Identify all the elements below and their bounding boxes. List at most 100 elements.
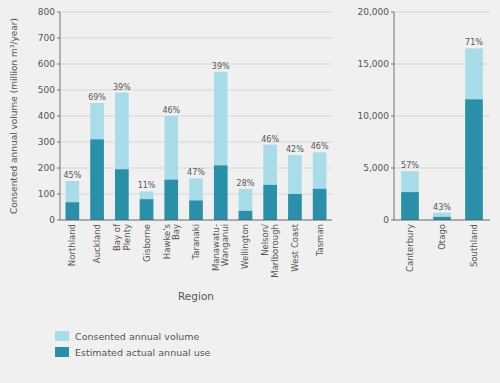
tick-mark [391,12,394,13]
bar [263,145,277,220]
bar-annotation: 28% [237,179,255,188]
bars [401,48,483,220]
tick-label: 0 [49,215,55,225]
tick-label: 500 [38,85,55,95]
bar-annotation: 39% [113,83,131,92]
bar [465,48,483,220]
bar [263,185,277,220]
category-label: Bay ofPlenty [112,223,131,251]
category-label-line: Southland [469,224,479,267]
bar [288,194,302,220]
category-label: Taranaki [191,224,201,261]
bar [189,178,203,220]
grid-line [394,12,490,13]
bar-annotation: 43% [433,203,451,212]
grid-line [60,220,332,221]
tick-label: 300 [38,137,55,147]
x-axis-label: Region [178,290,214,302]
bar [189,201,203,221]
legend-label: Estimated actual annual use [75,347,211,358]
bar [164,116,178,220]
tick-label: 5,000 [363,163,389,173]
category-label-line: Bay of [112,223,122,251]
bar [313,189,327,220]
bar-annotation: 42% [286,145,304,154]
category-label-line: Wanganui [220,224,230,266]
bar-annotation: 11% [138,181,156,190]
bar-annotation: 69% [88,93,106,102]
tick-label: 10,000 [358,111,390,121]
category-label-line: Bay [171,224,181,240]
bar [288,155,302,220]
category-label-line: Hawke's [162,223,172,259]
tick-mark [391,116,394,117]
bar [433,213,451,220]
tick-mark [57,142,60,143]
bar [465,99,483,220]
y-axis [60,12,61,220]
bar [433,217,451,220]
category-label-line: Plenty [122,224,132,250]
bar-annotation: 46% [311,142,329,151]
bar [140,199,154,220]
bar-annotation: 39% [212,62,230,71]
bar [90,103,104,220]
bar [239,189,253,220]
bar-annotation: 57% [401,161,419,170]
y-axis-label: Consented annual volume (million m³/year… [9,18,19,214]
category-label-line: Canterbury [405,224,415,272]
tick-mark [57,194,60,195]
bar-annotation: 45% [63,171,81,180]
bar [115,93,129,220]
category-label: West Coast [290,223,300,271]
category-label: Canterbury [405,224,415,272]
tick-mark [57,168,60,169]
category-label-line: Wellington [240,224,250,269]
subplot: 05,00010,00015,00020,00057%43%71%Canterb… [358,7,491,272]
tick-label: 200 [38,163,55,173]
bar [164,180,178,220]
bar [66,202,80,220]
tick-mark [57,220,60,221]
tick-mark [391,64,394,65]
tick-mark [57,12,60,13]
tick-mark [57,90,60,91]
bar [214,165,228,220]
y-axis [394,12,395,220]
category-label-line: Auckland [92,224,102,263]
tick-label: 15,000 [358,59,390,69]
legend-swatch [55,347,69,357]
tick-label: 800 [38,7,55,17]
legend-swatch [55,331,69,341]
grid-line [60,90,332,91]
bar-annotation: 71% [465,38,483,47]
grid-line [394,220,490,221]
bar [115,169,129,220]
tick-label: 400 [38,111,55,121]
grid-line [60,64,332,65]
category-label-line: Northland [67,224,77,266]
bar-annotation: 46% [261,135,279,144]
bar [90,139,104,220]
category-label-line: Taranaki [191,224,201,261]
tick-mark [391,220,394,221]
tick-label: 100 [38,189,55,199]
category-label-line: Tasman [315,224,325,257]
category-label: Wellington [240,224,250,269]
bar-annotation: 46% [162,106,180,115]
category-label: Otago [437,224,447,250]
bar [313,152,327,220]
x-axis [394,220,490,221]
subplot: 010020030040050060070080045%69%39%11%46%… [9,7,332,302]
legend: Consented annual volumeEstimated actual … [55,331,211,358]
category-label-line: West Coast [290,223,300,271]
category-label: Southland [469,224,479,267]
category-label: Gisborne [142,224,152,262]
grid-line [60,38,332,39]
category-label: Hawke'sBay [162,223,182,259]
tick-mark [57,64,60,65]
bar [239,211,253,220]
bar [401,171,419,220]
bars [66,72,327,220]
tick-label: 600 [38,59,55,69]
